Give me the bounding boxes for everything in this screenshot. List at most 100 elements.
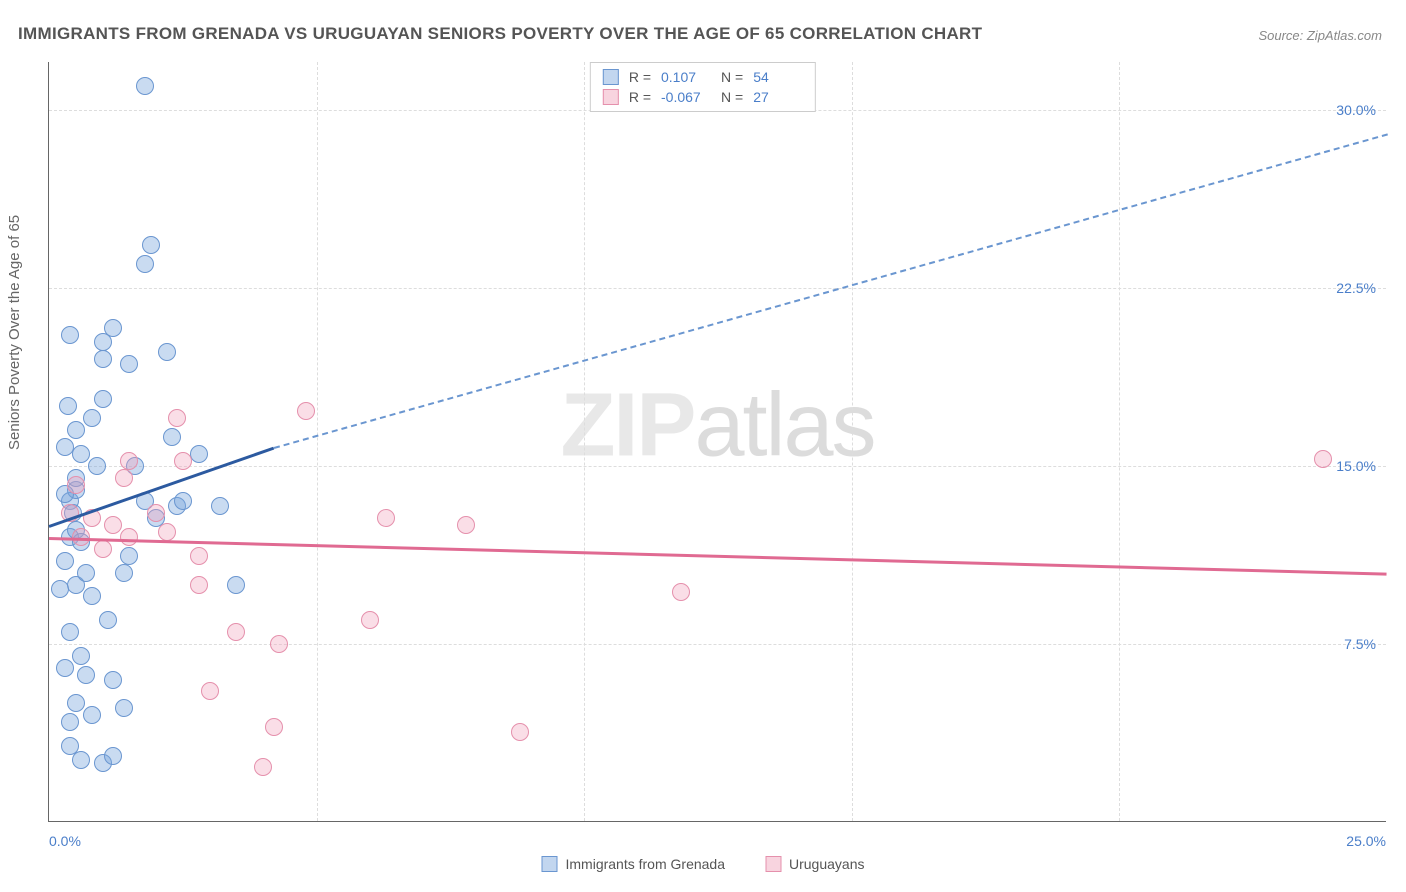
scatter-point — [115, 564, 133, 582]
legend-row-blue: R = 0.107 N = 54 — [603, 67, 803, 87]
n-value-blue: 54 — [753, 69, 803, 85]
source-name: ZipAtlas.com — [1307, 28, 1382, 43]
swatch-pink-icon — [765, 856, 781, 872]
scatter-point — [83, 409, 101, 427]
gridline-h — [49, 644, 1386, 645]
scatter-point — [104, 671, 122, 689]
scatter-point — [94, 540, 112, 558]
scatter-point — [361, 611, 379, 629]
scatter-point — [158, 343, 176, 361]
scatter-point — [72, 751, 90, 769]
legend-label-grenada: Immigrants from Grenada — [566, 856, 726, 872]
scatter-point — [265, 718, 283, 736]
scatter-point — [56, 659, 74, 677]
scatter-point — [457, 516, 475, 534]
scatter-point — [61, 713, 79, 731]
scatter-point — [270, 635, 288, 653]
scatter-point — [120, 547, 138, 565]
source-prefix: Source: — [1258, 28, 1306, 43]
r-label: R = — [629, 89, 651, 105]
scatter-point — [77, 666, 95, 684]
scatter-point — [163, 428, 181, 446]
scatter-point — [67, 476, 85, 494]
scatter-point — [174, 452, 192, 470]
watermark-bold: ZIP — [560, 376, 694, 476]
gridline-h — [49, 288, 1386, 289]
scatter-point — [104, 747, 122, 765]
legend-row-pink: R = -0.067 N = 27 — [603, 87, 803, 107]
swatch-blue-icon — [542, 856, 558, 872]
scatter-point — [72, 647, 90, 665]
watermark: ZIPatlas — [560, 375, 874, 478]
watermark-light: atlas — [694, 376, 874, 476]
scatter-point — [104, 319, 122, 337]
scatter-point — [136, 77, 154, 95]
scatter-point — [168, 409, 186, 427]
correlation-legend: R = 0.107 N = 54 R = -0.067 N = 27 — [590, 62, 816, 112]
n-label: N = — [721, 69, 743, 85]
gridline-v — [1119, 62, 1120, 821]
scatter-point — [120, 452, 138, 470]
scatter-point — [174, 492, 192, 510]
scatter-point — [211, 497, 229, 515]
scatter-point — [1314, 450, 1332, 468]
xtick-label: 0.0% — [49, 833, 81, 849]
scatter-point — [61, 326, 79, 344]
scatter-point — [99, 611, 117, 629]
scatter-point — [59, 397, 77, 415]
scatter-point — [511, 723, 529, 741]
chart-container: IMMIGRANTS FROM GRENADA VS URUGUAYAN SEN… — [0, 0, 1406, 892]
r-label: R = — [629, 69, 651, 85]
scatter-point — [672, 583, 690, 601]
scatter-point — [120, 355, 138, 373]
trend-line — [274, 133, 1388, 448]
scatter-point — [158, 523, 176, 541]
scatter-point — [115, 469, 133, 487]
gridline-v — [852, 62, 853, 821]
n-value-pink: 27 — [753, 89, 803, 105]
scatter-point — [67, 421, 85, 439]
r-value-blue: 0.107 — [661, 69, 711, 85]
chart-title: IMMIGRANTS FROM GRENADA VS URUGUAYAN SEN… — [18, 24, 982, 44]
scatter-point — [227, 576, 245, 594]
scatter-point — [104, 516, 122, 534]
y-axis-label: Seniors Poverty Over the Age of 65 — [6, 215, 23, 450]
ytick-label: 7.5% — [1344, 636, 1376, 652]
ytick-label: 15.0% — [1336, 458, 1376, 474]
gridline-h — [49, 466, 1386, 467]
r-value-pink: -0.067 — [661, 89, 711, 105]
scatter-point — [94, 350, 112, 368]
ytick-label: 30.0% — [1336, 102, 1376, 118]
scatter-point — [83, 706, 101, 724]
scatter-point — [147, 504, 165, 522]
swatch-blue-icon — [603, 69, 619, 85]
scatter-point — [377, 509, 395, 527]
scatter-point — [120, 528, 138, 546]
scatter-point — [56, 438, 74, 456]
scatter-point — [297, 402, 315, 420]
scatter-point — [61, 623, 79, 641]
scatter-point — [56, 552, 74, 570]
swatch-pink-icon — [603, 89, 619, 105]
scatter-point — [201, 682, 219, 700]
trend-line — [49, 537, 1387, 576]
scatter-point — [227, 623, 245, 641]
n-label: N = — [721, 89, 743, 105]
gridline-v — [584, 62, 585, 821]
scatter-point — [190, 547, 208, 565]
scatter-point — [94, 390, 112, 408]
scatter-point — [190, 576, 208, 594]
plot-area: ZIPatlas 7.5%15.0%22.5%30.0%0.0%25.0% — [48, 62, 1386, 822]
legend-item-grenada: Immigrants from Grenada — [542, 856, 726, 872]
ytick-label: 22.5% — [1336, 280, 1376, 296]
xtick-label: 25.0% — [1346, 833, 1386, 849]
scatter-point — [88, 457, 106, 475]
scatter-point — [51, 580, 69, 598]
scatter-point — [136, 255, 154, 273]
scatter-point — [83, 587, 101, 605]
scatter-point — [142, 236, 160, 254]
scatter-point — [77, 564, 95, 582]
series-legend: Immigrants from Grenada Uruguayans — [542, 856, 865, 872]
legend-item-uruguayans: Uruguayans — [765, 856, 865, 872]
source-attribution: Source: ZipAtlas.com — [1258, 28, 1382, 43]
